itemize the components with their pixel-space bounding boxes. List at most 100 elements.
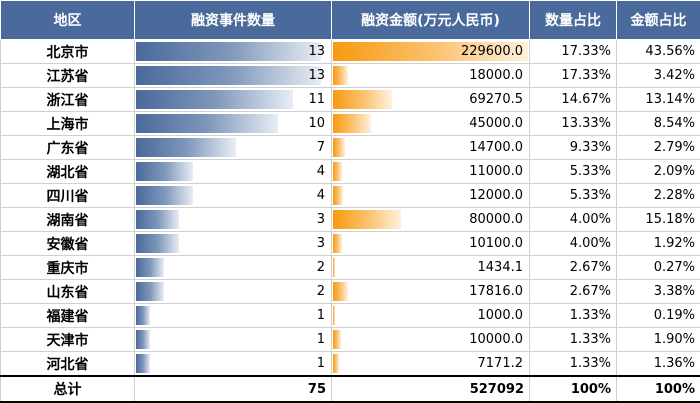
- region-cell: 河北省: [1, 352, 135, 377]
- count-bar: [136, 114, 278, 133]
- count-bar: [136, 330, 150, 349]
- amount-bar: [333, 354, 339, 373]
- amount-bar: [333, 66, 348, 85]
- header-count[interactable]: 融资事件数量: [135, 1, 332, 40]
- count-pct-cell: 1.33%: [530, 328, 617, 352]
- region-cell: 山东省: [1, 280, 135, 304]
- count-value: 10: [308, 116, 331, 131]
- amount-pct-cell: 43.56%: [617, 40, 700, 64]
- count-cell: 3: [135, 208, 332, 232]
- total-row: 总计 75 527092 100% 100%: [1, 376, 700, 402]
- region-cell: 湖南省: [1, 208, 135, 232]
- count-bar: [136, 306, 150, 325]
- header-amount[interactable]: 融资金额(万元人民币): [332, 1, 530, 40]
- amount-value: 11000.0: [469, 164, 529, 179]
- amount-cell: 1000.0: [332, 304, 530, 328]
- count-cell: 2: [135, 280, 332, 304]
- count-bar: [136, 42, 321, 61]
- count-bar: [136, 186, 193, 205]
- count-pct-cell: 17.33%: [530, 40, 617, 64]
- amount-cell: 69270.5: [332, 88, 530, 112]
- count-pct-cell: 5.33%: [530, 184, 617, 208]
- amount-bar: [333, 138, 345, 157]
- amount-bar: [333, 162, 342, 181]
- count-pct-cell: 4.00%: [530, 208, 617, 232]
- total-amount: 527092: [332, 376, 530, 402]
- amount-value: 1434.1: [478, 260, 530, 275]
- count-bar: [136, 258, 164, 277]
- count-value: 4: [317, 188, 331, 203]
- amount-bar: [333, 282, 348, 301]
- amount-cell: 18000.0: [332, 64, 530, 88]
- count-cell: 2: [135, 256, 332, 280]
- region-cell: 福建省: [1, 304, 135, 328]
- count-bar: [136, 90, 293, 109]
- count-pct-cell: 5.33%: [530, 160, 617, 184]
- amount-pct-cell: 13.14%: [617, 88, 700, 112]
- count-bar: [136, 66, 321, 85]
- amount-value: 7171.2: [478, 356, 530, 371]
- count-pct-cell: 1.33%: [530, 304, 617, 328]
- count-bar: [136, 234, 179, 253]
- region-cell: 湖北省: [1, 160, 135, 184]
- amount-value: 80000.0: [469, 212, 529, 227]
- region-cell: 浙江省: [1, 88, 135, 112]
- region-cell: 重庆市: [1, 256, 135, 280]
- total-label: 总计: [1, 376, 135, 402]
- count-cell: 11: [135, 88, 332, 112]
- amount-bar: [333, 330, 341, 349]
- header-count-pct[interactable]: 数量占比: [530, 1, 617, 40]
- amount-value: 10100.0: [469, 236, 529, 251]
- header-amount-pct[interactable]: 金额占比: [617, 1, 700, 40]
- count-cell: 13: [135, 40, 332, 64]
- count-value: 1: [317, 356, 331, 371]
- amount-cell: 14700.0: [332, 136, 530, 160]
- amount-pct-cell: 1.36%: [617, 352, 700, 377]
- amount-pct-cell: 8.54%: [617, 112, 700, 136]
- amount-cell: 12000.0: [332, 184, 530, 208]
- amount-value: 10000.0: [469, 332, 529, 347]
- count-cell: 4: [135, 184, 332, 208]
- count-value: 2: [317, 284, 331, 299]
- amount-cell: 229600.0: [332, 40, 530, 64]
- amount-cell: 11000.0: [332, 160, 530, 184]
- amount-value: 18000.0: [469, 68, 529, 83]
- count-cell: 7: [135, 136, 332, 160]
- amount-value: 1000.0: [478, 308, 530, 323]
- total-amount-pct: 100%: [617, 376, 700, 402]
- amount-cell: 7171.2: [332, 352, 530, 377]
- amount-pct-cell: 3.42%: [617, 64, 700, 88]
- count-value: 3: [317, 212, 331, 227]
- amount-cell: 10100.0: [332, 232, 530, 256]
- amount-bar: [333, 90, 392, 109]
- amount-pct-cell: 2.09%: [617, 160, 700, 184]
- amount-pct-cell: 15.18%: [617, 208, 700, 232]
- amount-value: 14700.0: [469, 140, 529, 155]
- count-bar: [136, 282, 164, 301]
- count-cell: 10: [135, 112, 332, 136]
- count-cell: 1: [135, 352, 332, 377]
- count-cell: 3: [135, 232, 332, 256]
- count-value: 3: [317, 236, 331, 251]
- header-region[interactable]: 地区: [1, 1, 135, 40]
- amount-pct-cell: 0.27%: [617, 256, 700, 280]
- count-value: 13: [308, 68, 331, 83]
- amount-cell: 45000.0: [332, 112, 530, 136]
- total-count: 75: [135, 376, 332, 402]
- count-bar: [136, 210, 179, 229]
- count-pct-cell: 17.33%: [530, 64, 617, 88]
